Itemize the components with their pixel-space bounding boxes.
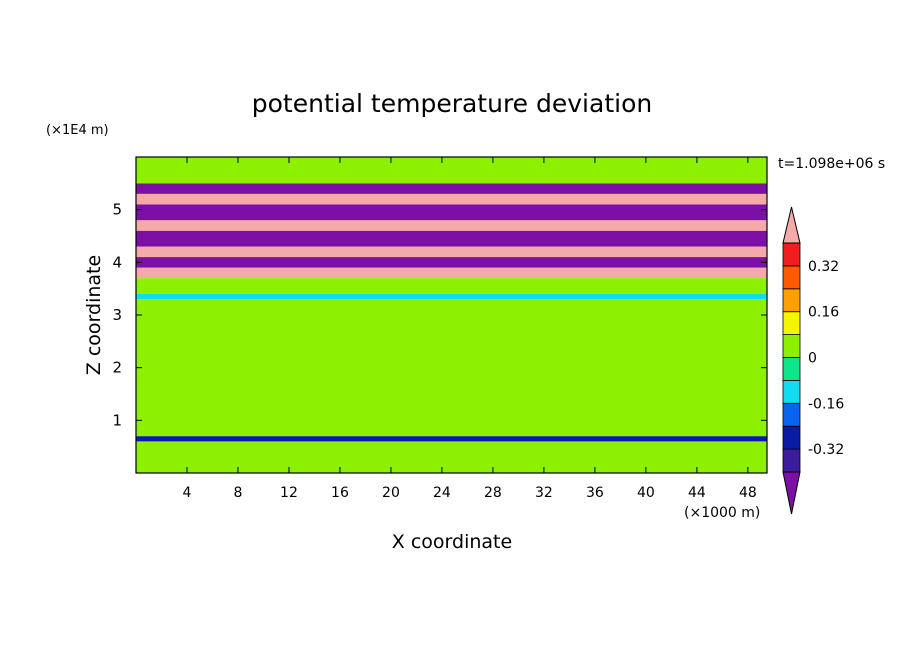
x-tick-label: 40 bbox=[637, 485, 655, 501]
contour-band bbox=[136, 267, 767, 279]
contour-band bbox=[136, 183, 767, 194]
colorbar-label: 0.32 bbox=[808, 259, 839, 275]
contour-band bbox=[136, 220, 767, 231]
x-tick-label: 44 bbox=[688, 485, 706, 501]
colorbar: 0.32 0.16 0 -0.16 -0.32 bbox=[782, 206, 844, 515]
colorbar-extend-high bbox=[782, 206, 801, 244]
contour-band bbox=[136, 278, 767, 294]
y-tick-label: 3 bbox=[112, 306, 122, 324]
x-tick-label: 32 bbox=[535, 485, 553, 501]
x-tick-label: 36 bbox=[586, 485, 604, 501]
colorbar-label: 0.16 bbox=[808, 305, 839, 321]
x-tick-label: 20 bbox=[382, 485, 400, 501]
colorbar-box bbox=[782, 265, 801, 290]
colorbar-box bbox=[782, 425, 801, 450]
colorbar-label: -0.32 bbox=[808, 442, 844, 458]
chart-title: potential temperature deviation bbox=[252, 89, 652, 118]
colorbar-label: -0.16 bbox=[808, 396, 844, 412]
y-tick-label: 5 bbox=[112, 201, 122, 219]
colorbar-box bbox=[782, 242, 801, 267]
y-tick-label: 1 bbox=[112, 411, 122, 429]
contour-fill bbox=[136, 157, 767, 473]
contour-band bbox=[136, 230, 767, 247]
plot-area bbox=[135, 156, 768, 474]
colorbar-box bbox=[782, 357, 801, 381]
x-tick-label: 24 bbox=[433, 485, 451, 501]
contour-band bbox=[136, 246, 767, 258]
y-axis: 1 2 3 4 5 bbox=[112, 201, 767, 429]
contour-band bbox=[136, 441, 767, 473]
contour-band bbox=[136, 293, 767, 300]
colorbar-label: 0 bbox=[808, 351, 817, 367]
y-tick-label: 4 bbox=[112, 253, 122, 271]
x-tick-label: 4 bbox=[183, 485, 192, 501]
contour-band bbox=[136, 157, 767, 184]
colorbar-box bbox=[782, 379, 801, 404]
colorbar-box bbox=[782, 402, 801, 427]
contour-band bbox=[136, 436, 767, 442]
contour-band bbox=[136, 193, 767, 205]
time-label: t=1.098e+06 s bbox=[778, 156, 885, 172]
x-tick-label: 48 bbox=[739, 485, 757, 501]
colorbar-box bbox=[782, 311, 801, 336]
x-axis-title: X coordinate bbox=[392, 531, 512, 553]
y-tick-label: 2 bbox=[112, 359, 122, 377]
colorbar-box bbox=[782, 334, 801, 358]
contour-band bbox=[136, 257, 767, 268]
colorbar-box bbox=[782, 288, 801, 313]
x-tick-label: 12 bbox=[280, 485, 298, 501]
contour-band bbox=[136, 299, 767, 437]
colorbar-box bbox=[782, 448, 801, 473]
x-tick-label: 8 bbox=[234, 485, 243, 501]
contour-band bbox=[136, 204, 767, 221]
colorbar-extend-low bbox=[782, 471, 801, 515]
x-tick-label: 16 bbox=[331, 485, 349, 501]
y-axis-title: Z coordinate bbox=[83, 255, 105, 375]
x-axis: 4 8 12 16 20 24 28 32 36 40 44 48 bbox=[183, 157, 757, 501]
y-unit-label: (×1E4 m) bbox=[46, 123, 109, 138]
x-tick-label: 28 bbox=[484, 485, 502, 501]
x-unit-label: (×1000 m) bbox=[684, 505, 760, 521]
